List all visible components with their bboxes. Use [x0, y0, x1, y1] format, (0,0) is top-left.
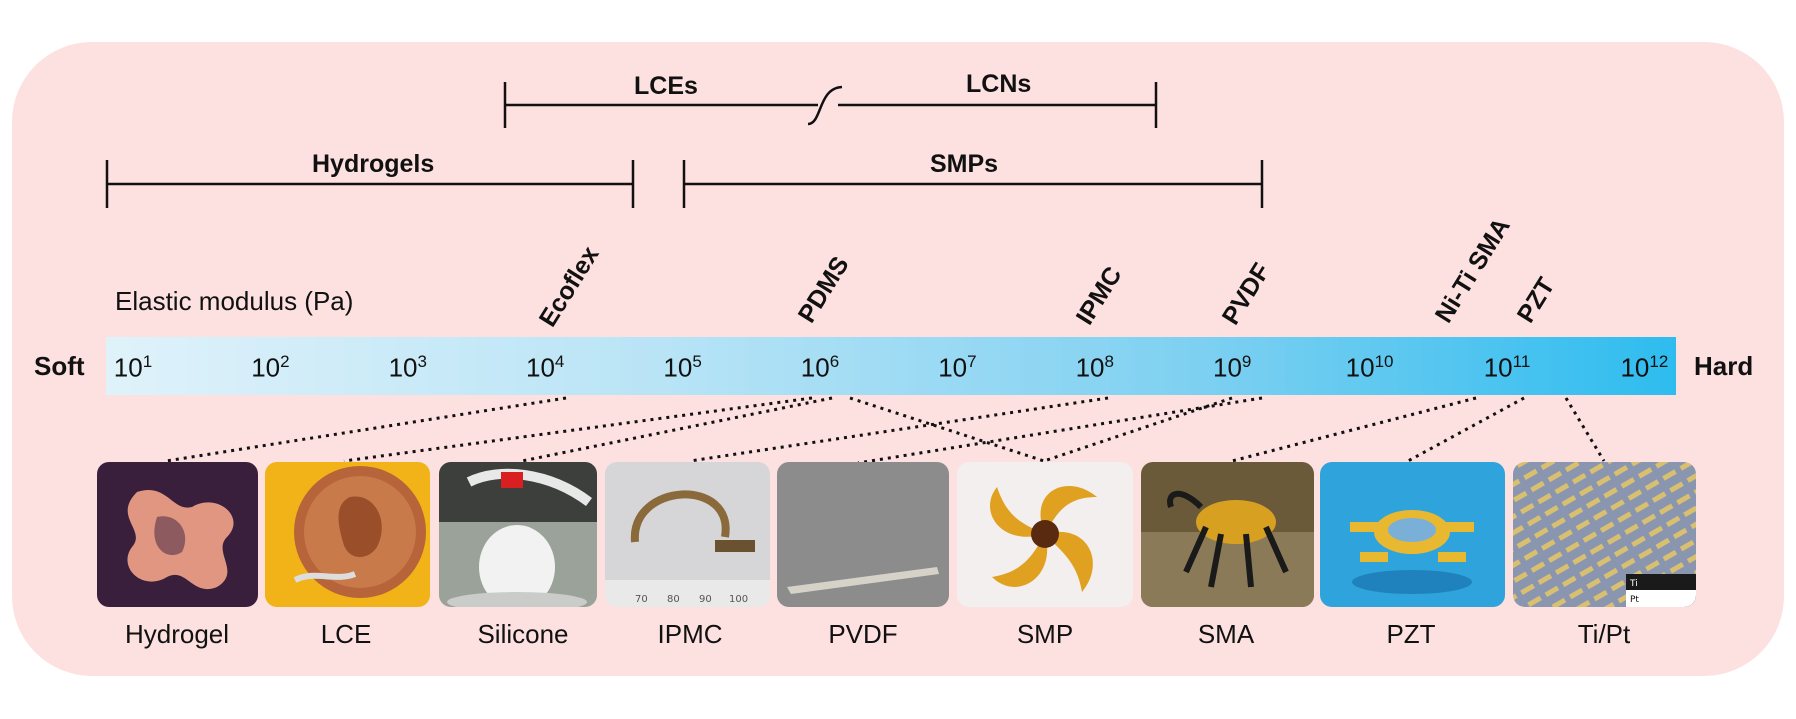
tick-label: 107 [938, 352, 977, 383]
tick-label: 1012 [1620, 352, 1669, 383]
hydrogel-photo [97, 462, 258, 607]
tick-label: 109 [1212, 352, 1252, 383]
caption-pzt: PZT [1386, 619, 1436, 649]
caption-sma: SMA [1197, 619, 1255, 649]
tick-label: 1010 [1345, 352, 1394, 383]
lcns-label: LCNs [966, 70, 1032, 98]
pzt-photo [1320, 462, 1505, 607]
tick-label: 106 [800, 352, 840, 383]
pt-inset-label: Pt [1630, 595, 1639, 605]
silicone-photo [439, 462, 597, 607]
svg-text:90: 90 [699, 594, 712, 605]
smp-photo [957, 462, 1133, 607]
hard-label: Hard [1694, 351, 1754, 381]
tick-label: 101 [113, 352, 153, 383]
soft-label: Soft [34, 351, 85, 381]
smps-label: SMPs [930, 150, 999, 178]
caption-pvdf: PVDF [828, 619, 898, 649]
modulus-bar [106, 337, 1676, 395]
caption-hydrogel: Hydrogel [124, 619, 230, 649]
lces-label: LCEs [634, 72, 698, 100]
svg-text:100: 100 [729, 594, 748, 605]
hydrogels-label: Hydrogels [312, 150, 435, 178]
tick-label: 1011 [1483, 352, 1531, 383]
svg-text:80: 80 [667, 594, 680, 605]
caption-lce: LCE [320, 619, 372, 649]
sma-photo [1141, 462, 1314, 607]
caption-silicone: Silicone [477, 619, 569, 649]
pvdf-photo [777, 462, 949, 607]
tick-label: 105 [663, 352, 702, 383]
tick-label: 108 [1075, 352, 1114, 383]
tick-label: 102 [251, 352, 290, 383]
caption-tipt: Ti/Pt [1577, 619, 1631, 649]
tipt-photo: Ti Pt [1513, 462, 1696, 607]
ipmc-photo: 70 80 90 100 [605, 462, 770, 607]
lce-photo [265, 462, 430, 607]
tick-label: 103 [388, 352, 427, 383]
tick-label: 104 [525, 352, 565, 383]
axis-title: Elastic modulus (Pa) [115, 286, 354, 316]
caption-ipmc: IPMC [657, 619, 723, 649]
svg-text:70: 70 [635, 594, 648, 605]
caption-smp: SMP [1016, 619, 1074, 649]
ti-inset-label: Ti [1629, 579, 1638, 589]
